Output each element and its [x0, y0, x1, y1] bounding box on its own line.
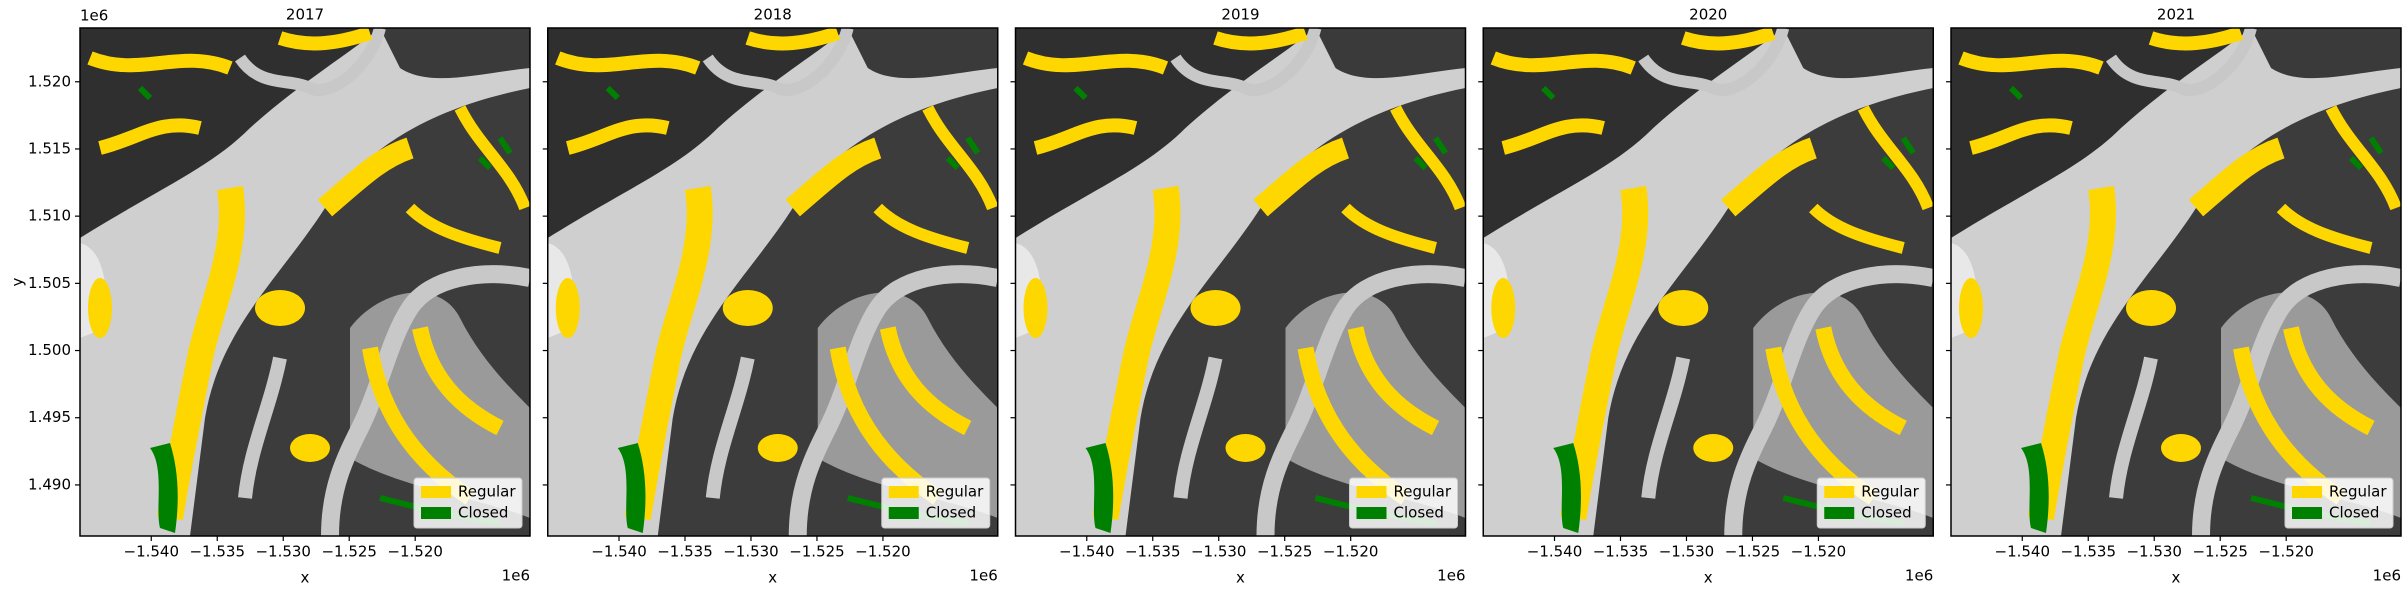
- x-tick-label: −1.530: [723, 543, 779, 561]
- axes-frame: [1482, 27, 1934, 537]
- map-image: [1016, 28, 1466, 536]
- map-image: [1483, 28, 1933, 536]
- x-tick-label: −1.540: [1527, 543, 1583, 561]
- legend-label: Closed: [926, 504, 976, 522]
- x-offset: 1e6: [1905, 567, 1933, 585]
- map-raster: [548, 28, 998, 536]
- x-tick-label: −1.520: [855, 543, 911, 561]
- x-tick-label: −1.530: [2126, 543, 2182, 561]
- panel: 2017 −1.540 −1.535 −1.530 −1.525 −1.520 1.490 1…: [9, 6, 531, 587]
- legend-swatch: [1824, 507, 1855, 519]
- x-offset: 1e6: [502, 567, 530, 585]
- x-tick-label: −1.525: [1725, 543, 1781, 561]
- legend-label: Regular: [458, 483, 516, 501]
- axes-frame: [1950, 27, 2402, 537]
- x-tick-label: −1.540: [1059, 543, 1115, 561]
- legend: Regular Closed: [2284, 477, 2394, 529]
- x-label: x: [1704, 569, 1713, 587]
- legend-label: Closed: [2329, 504, 2379, 522]
- legend-label: Closed: [458, 504, 508, 522]
- panel-title: 2021: [2157, 6, 2195, 24]
- x-tick-label: −1.535: [1593, 543, 1649, 561]
- x-offset: 1e6: [969, 567, 997, 585]
- panel-title: 2020: [1689, 6, 1727, 24]
- legend-swatch: [1356, 486, 1387, 498]
- y-tick-label: 1.515: [28, 139, 71, 157]
- x-label: x: [301, 569, 310, 587]
- y-tick-label: 1.520: [28, 72, 71, 90]
- panel: 2019 −1.540 −1.535 −1.530 −1.525 −1.520 x 1e6 Re…: [1010, 6, 1467, 587]
- legend-swatch: [2292, 507, 2322, 519]
- panel-title: 2018: [754, 6, 792, 24]
- x-tick-label: −1.525: [321, 543, 377, 561]
- x-label: x: [768, 569, 777, 587]
- legend-swatch: [421, 507, 451, 519]
- axes-frame: [79, 27, 531, 537]
- x-tick-label: −1.540: [124, 543, 180, 561]
- x-tick-label: −1.535: [1125, 543, 1181, 561]
- x-tick-label: −1.525: [789, 543, 845, 561]
- legend-label: Closed: [1394, 504, 1444, 522]
- legend: Regular Closed: [1349, 477, 1458, 529]
- x-offset: 1e6: [1437, 567, 1465, 585]
- x-tick-label: −1.525: [2192, 543, 2248, 561]
- y-tick-label: 1.510: [28, 207, 71, 225]
- x-tick-label: −1.530: [1191, 543, 1247, 561]
- panel: 2021 −1.540 −1.535 −1.530 −1.525 −1.520 x 1e6 Re…: [1946, 6, 2402, 587]
- y-offset: 1e6: [80, 7, 108, 25]
- legend-label: Regular: [926, 483, 984, 501]
- map-image: [80, 28, 530, 536]
- x-tick-label: −1.530: [1659, 543, 1715, 561]
- x-tick-label: −1.535: [189, 543, 245, 561]
- x-offset: 1e6: [2373, 567, 2401, 585]
- panel: 2020 −1.540 −1.535 −1.530 −1.525 −1.520 x 1e6 Re…: [1478, 6, 1934, 587]
- y-tick-label: 1.495: [28, 408, 71, 426]
- panel: 2018 −1.540 −1.535 −1.530 −1.525 −1.520 x 1e6 Re…: [542, 6, 999, 587]
- x-tick-label: −1.540: [1995, 543, 2051, 561]
- legend: Regular Closed: [1816, 477, 1926, 529]
- map-raster: [1483, 28, 1933, 536]
- x-tick-label: −1.530: [255, 543, 311, 561]
- legend-label: Regular: [1394, 483, 1452, 501]
- map-image: [1951, 28, 2401, 536]
- legend-label: Regular: [2329, 483, 2387, 501]
- y-tick-label: 1.490: [28, 475, 71, 493]
- y-tick-label: 1.500: [28, 341, 71, 359]
- panel-title: 2019: [1221, 6, 1259, 24]
- map-image: [548, 28, 998, 536]
- map-raster: [1016, 28, 1466, 536]
- legend-swatch: [1356, 507, 1387, 519]
- legend-swatch: [888, 507, 919, 519]
- legend: Regular Closed: [881, 477, 991, 529]
- legend-swatch: [421, 486, 451, 498]
- x-tick-label: −1.520: [2258, 543, 2314, 561]
- legend: Regular Closed: [413, 477, 523, 529]
- axes-frame: [547, 27, 999, 537]
- y-label: y: [9, 277, 27, 286]
- legend-label: Regular: [1861, 483, 1919, 501]
- x-label: x: [2172, 569, 2181, 587]
- x-tick-label: −1.535: [2060, 543, 2116, 561]
- x-tick-label: −1.540: [591, 543, 647, 561]
- legend-swatch: [888, 486, 919, 498]
- x-tick-label: −1.520: [1323, 543, 1379, 561]
- panel-title: 2017: [286, 6, 324, 24]
- x-tick-label: −1.520: [1791, 543, 1847, 561]
- axes-frame: [1014, 27, 1467, 537]
- map-raster: [1951, 28, 2401, 536]
- legend-label: Closed: [1861, 504, 1911, 522]
- x-label: x: [1236, 569, 1245, 587]
- legend-swatch: [1824, 486, 1855, 498]
- x-tick-label: −1.535: [657, 543, 713, 561]
- x-tick-label: −1.520: [387, 543, 443, 561]
- x-tick-label: −1.525: [1257, 543, 1313, 561]
- y-tick-label: 1.505: [28, 274, 71, 292]
- map-raster: [80, 28, 530, 536]
- legend-swatch: [2292, 486, 2322, 498]
